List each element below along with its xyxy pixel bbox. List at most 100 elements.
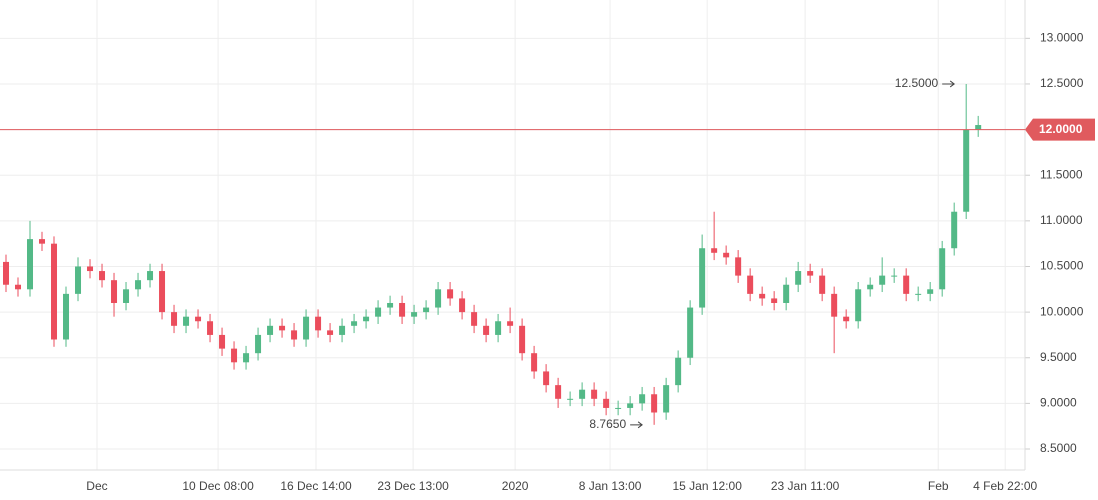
last-price-label: 12.0000 [1039, 122, 1083, 136]
candle-body [135, 280, 142, 290]
candle-body [603, 398, 610, 408]
candle-body [651, 394, 658, 413]
candle-body [303, 316, 310, 340]
candle-body [795, 271, 802, 285]
candle-body [195, 316, 202, 322]
candle-body [747, 275, 754, 294]
candle-body [447, 289, 454, 299]
candle-body [87, 266, 94, 272]
candle-body [807, 271, 814, 276]
candle-body [675, 357, 682, 386]
y-tick-label: 8.5000 [1040, 441, 1077, 455]
candle-body [927, 289, 934, 294]
candle-body [903, 275, 910, 294]
y-tick-label: 10.0000 [1040, 304, 1084, 318]
x-tick-label: 10 Dec 08:00 [182, 479, 254, 493]
candle-body [963, 129, 970, 212]
candle-body [627, 403, 634, 408]
candle-body [459, 298, 466, 313]
candle-body [519, 325, 526, 354]
candle-body [483, 325, 490, 335]
y-tick-label: 11.5000 [1040, 167, 1083, 181]
x-tick-label: 15 Jan 12:00 [672, 479, 742, 493]
candle-body [3, 261, 10, 285]
candle-body [723, 252, 730, 258]
candle-body [663, 385, 670, 413]
candle-body [219, 334, 226, 349]
candle-body [939, 248, 946, 290]
candle-body [879, 275, 886, 285]
candle-body [159, 271, 166, 313]
candle-body [771, 298, 778, 303]
candle-body [375, 307, 382, 317]
candle-body [531, 353, 538, 372]
candle-body [819, 275, 826, 294]
candle-body [555, 385, 562, 399]
candle-body [435, 289, 442, 308]
candle-body [855, 289, 862, 322]
y-tick-label: 9.5000 [1040, 350, 1077, 364]
candle-body [363, 316, 370, 322]
candle-body [783, 284, 790, 303]
candle-body [711, 248, 718, 253]
candle-body [123, 289, 130, 303]
x-tick-label: 16 Dec 14:00 [280, 479, 352, 493]
candle-body [243, 353, 250, 363]
candle-body [351, 321, 358, 326]
candle-body [843, 316, 850, 322]
x-tick-label: 23 Jan 11:00 [771, 479, 840, 493]
candle-body [543, 371, 550, 386]
candle-body [507, 321, 514, 326]
candle-body [867, 284, 874, 290]
annotation-label: 8.7650 [589, 417, 626, 431]
candle-body [579, 389, 586, 399]
candle-body [51, 243, 58, 340]
candle-body [315, 316, 322, 331]
candle-body [39, 239, 46, 244]
x-tick-label: Dec [86, 479, 107, 493]
candle-body [291, 330, 298, 340]
candle-body [111, 280, 118, 303]
annotation-arrow [942, 80, 956, 88]
x-tick-label: 2020 [502, 479, 529, 493]
candle-body [147, 271, 154, 281]
candle-body [279, 325, 286, 331]
candle-body [759, 293, 766, 299]
candle-body [339, 325, 346, 335]
candle-body [207, 321, 214, 335]
x-tick-label: 23 Dec 13:00 [377, 479, 449, 493]
candle-body [27, 239, 34, 290]
candle-body [915, 293, 922, 295]
candle-body [951, 211, 958, 249]
candle-body [387, 302, 394, 308]
y-tick-label: 10.5000 [1040, 259, 1084, 273]
candle-body [399, 302, 406, 317]
candle-body [639, 394, 646, 404]
y-tick-label: 11.0000 [1040, 213, 1083, 227]
x-tick-label: 8 Jan 13:00 [579, 479, 642, 493]
candle-body [231, 348, 238, 363]
candle-body [891, 275, 898, 277]
last-price-tag [1025, 118, 1095, 141]
y-tick-label: 9.0000 [1040, 396, 1077, 410]
candle-body [75, 266, 82, 294]
candle-body [327, 330, 334, 335]
x-tick-label: 4 Feb 22:00 [973, 479, 1037, 493]
candle-body [495, 321, 502, 335]
candle-body [171, 312, 178, 326]
candle-body [591, 389, 598, 399]
candle-body [63, 293, 70, 340]
candle-body [15, 284, 22, 290]
candle-body [831, 293, 838, 317]
candle-body [699, 248, 706, 308]
candle-body [975, 125, 982, 130]
candle-body [423, 307, 430, 313]
candle-body [615, 407, 622, 409]
candle-body [267, 325, 274, 335]
candle-body [471, 312, 478, 326]
y-tick-label: 12.5000 [1040, 76, 1084, 90]
candle-body [99, 271, 106, 281]
annotation-arrow [630, 421, 643, 429]
candle-body [567, 398, 574, 400]
